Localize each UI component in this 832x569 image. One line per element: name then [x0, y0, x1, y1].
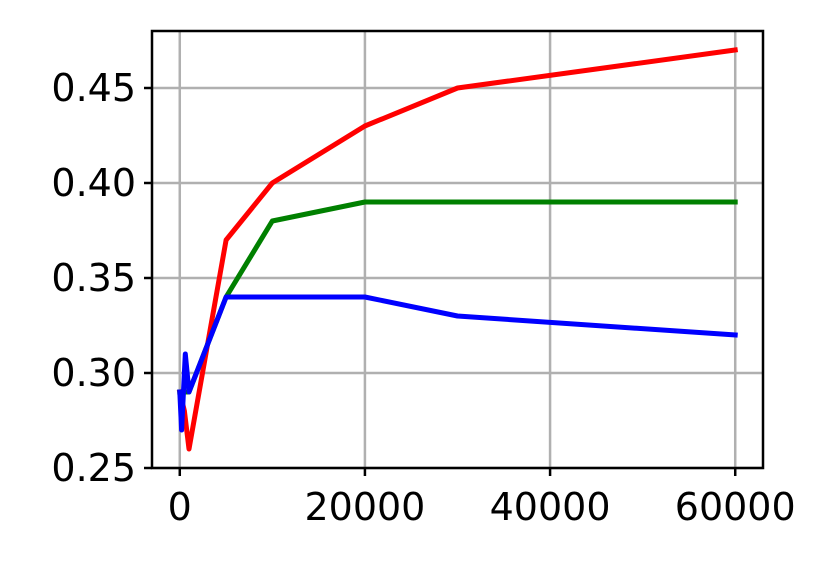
- axis-ticks: [144, 86, 737, 476]
- x-tick-label: 20000: [304, 485, 425, 529]
- grid: [152, 31, 763, 470]
- series-line-3: [177, 294, 738, 433]
- series-line-1: [176, 47, 739, 452]
- y-tick-label: 0.30: [51, 351, 136, 395]
- y-tick-label: 0.35: [51, 256, 136, 300]
- x-tick-label: 40000: [490, 485, 611, 529]
- x-tick-label: 0: [168, 485, 192, 529]
- axes-frame: [150, 29, 765, 470]
- y-tick-label: 0.25: [51, 446, 136, 490]
- x-tick-label: 60000: [675, 485, 796, 529]
- y-tick-label: 0.45: [51, 66, 136, 110]
- tick-labels: 0 20000 40000 60000 0.25 0.30 0.35 0.40 0.45: [51, 66, 795, 529]
- y-tick-label: 0.40: [51, 161, 136, 205]
- series-lines: [176, 47, 739, 452]
